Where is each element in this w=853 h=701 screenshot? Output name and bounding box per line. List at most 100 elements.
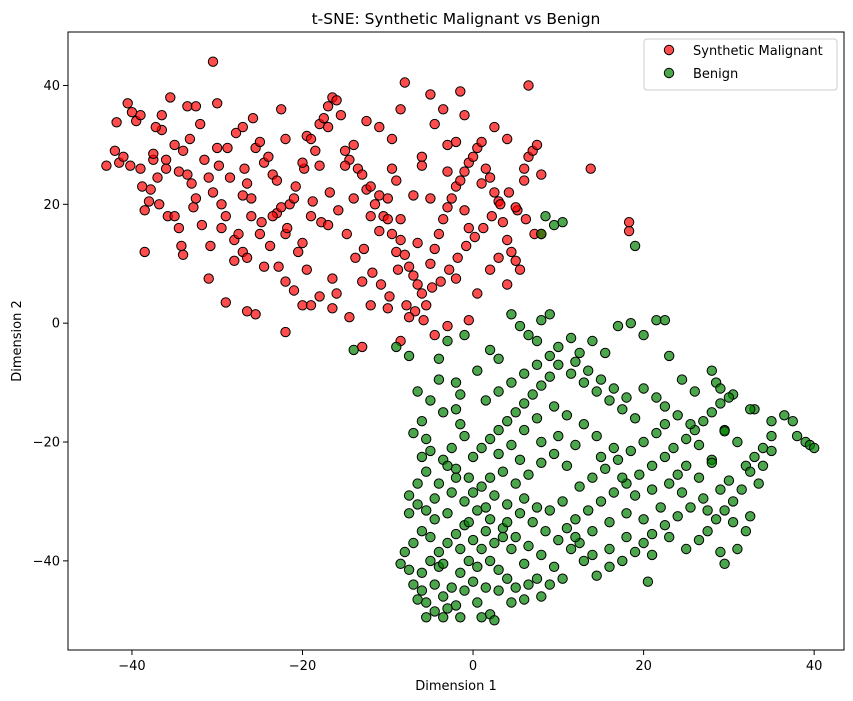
malignant-point bbox=[169, 139, 180, 151]
benign-point bbox=[612, 320, 624, 332]
malignant-point bbox=[519, 175, 530, 186]
benign-point bbox=[629, 413, 641, 424]
malignant-point bbox=[145, 184, 156, 195]
benign-point bbox=[403, 508, 415, 519]
malignant-point bbox=[358, 243, 370, 255]
malignant-point bbox=[165, 92, 176, 103]
benign-point bbox=[749, 451, 760, 463]
benign-point bbox=[523, 329, 534, 341]
benign-point bbox=[450, 600, 462, 611]
benign-point bbox=[531, 502, 543, 513]
malignant-point bbox=[357, 276, 368, 287]
benign-point bbox=[548, 219, 560, 231]
malignant-point bbox=[152, 172, 163, 183]
malignant-point bbox=[480, 163, 491, 174]
malignant-point bbox=[237, 121, 249, 133]
malignant-point bbox=[484, 172, 496, 183]
malignant-point bbox=[297, 237, 308, 249]
malignant-point bbox=[212, 142, 223, 154]
malignant-point bbox=[478, 222, 489, 234]
benign-point bbox=[621, 531, 632, 543]
benign-point bbox=[727, 517, 739, 528]
benign-point bbox=[412, 386, 423, 397]
benign-point bbox=[433, 353, 445, 364]
malignant-point bbox=[395, 214, 406, 225]
benign-point bbox=[587, 472, 598, 483]
benign-point bbox=[757, 460, 769, 471]
benign-point bbox=[604, 395, 615, 406]
benign-point bbox=[591, 430, 602, 442]
malignant-point bbox=[101, 160, 112, 171]
malignant-point bbox=[386, 228, 398, 240]
malignant-point bbox=[382, 214, 393, 225]
malignant-point bbox=[282, 222, 293, 234]
benign-point bbox=[484, 344, 496, 356]
benign-point bbox=[651, 427, 662, 439]
benign-point bbox=[638, 383, 649, 394]
malignant-point bbox=[305, 133, 317, 145]
benign-point bbox=[506, 597, 517, 608]
malignant-point bbox=[382, 303, 393, 314]
malignant-point bbox=[408, 270, 419, 281]
benign-point bbox=[698, 416, 709, 427]
malignant-point bbox=[137, 181, 148, 192]
malignant-point bbox=[314, 291, 325, 302]
benign-point bbox=[467, 576, 479, 587]
malignant-point bbox=[341, 228, 352, 240]
benign-point bbox=[416, 585, 428, 596]
benign-point bbox=[625, 318, 636, 329]
benign-point bbox=[412, 478, 423, 489]
benign-point bbox=[664, 350, 675, 362]
benign-point bbox=[523, 469, 534, 480]
benign-point bbox=[463, 472, 474, 483]
benign-point bbox=[646, 460, 658, 471]
benign-point bbox=[514, 320, 526, 332]
malignant-point bbox=[220, 211, 232, 222]
benign-point bbox=[574, 481, 585, 492]
benign-point bbox=[416, 416, 428, 427]
malignant-point bbox=[623, 225, 635, 237]
malignant-point bbox=[425, 89, 436, 100]
benign-point bbox=[706, 457, 717, 468]
benign-point bbox=[587, 526, 598, 537]
benign-point bbox=[766, 445, 777, 457]
benign-point bbox=[565, 368, 577, 379]
benign-point bbox=[497, 466, 509, 477]
malignant-point bbox=[344, 312, 355, 323]
malignant-point bbox=[348, 139, 359, 151]
malignant-point bbox=[497, 217, 509, 228]
malignant-point bbox=[536, 169, 547, 180]
benign-point bbox=[484, 555, 496, 567]
benign-point bbox=[527, 389, 538, 400]
malignant-point bbox=[220, 297, 232, 308]
legend-marker-synthetic-malignant bbox=[663, 44, 675, 56]
malignant-point bbox=[186, 178, 197, 189]
malignant-point bbox=[374, 121, 385, 133]
benign-point bbox=[676, 374, 688, 385]
benign-point bbox=[544, 371, 555, 382]
malignant-point bbox=[322, 121, 334, 133]
malignant-point bbox=[143, 196, 155, 207]
benign-point bbox=[476, 612, 487, 623]
benign-point bbox=[617, 472, 628, 483]
malignant-point bbox=[382, 193, 393, 204]
malignant-point bbox=[450, 273, 462, 284]
malignant-point bbox=[233, 228, 244, 240]
malignant-point bbox=[139, 205, 150, 216]
ticks-layer: −40 −20 0 20 40 −40 −20 0 20 40 bbox=[33, 79, 823, 674]
benign-point bbox=[442, 537, 453, 549]
benign-point bbox=[548, 448, 560, 460]
benign-point bbox=[472, 561, 483, 572]
benign-point bbox=[745, 466, 756, 477]
malignant-point bbox=[399, 249, 410, 261]
benign-point bbox=[442, 460, 453, 471]
malignant-point bbox=[250, 309, 261, 320]
malignant-point bbox=[495, 199, 506, 210]
benign-point bbox=[659, 315, 671, 326]
benign-point bbox=[685, 419, 696, 430]
benign-point bbox=[710, 514, 722, 525]
benign-point bbox=[787, 416, 798, 427]
benign-point bbox=[681, 433, 692, 445]
benign-point bbox=[536, 549, 547, 561]
malignant-point bbox=[271, 175, 283, 186]
